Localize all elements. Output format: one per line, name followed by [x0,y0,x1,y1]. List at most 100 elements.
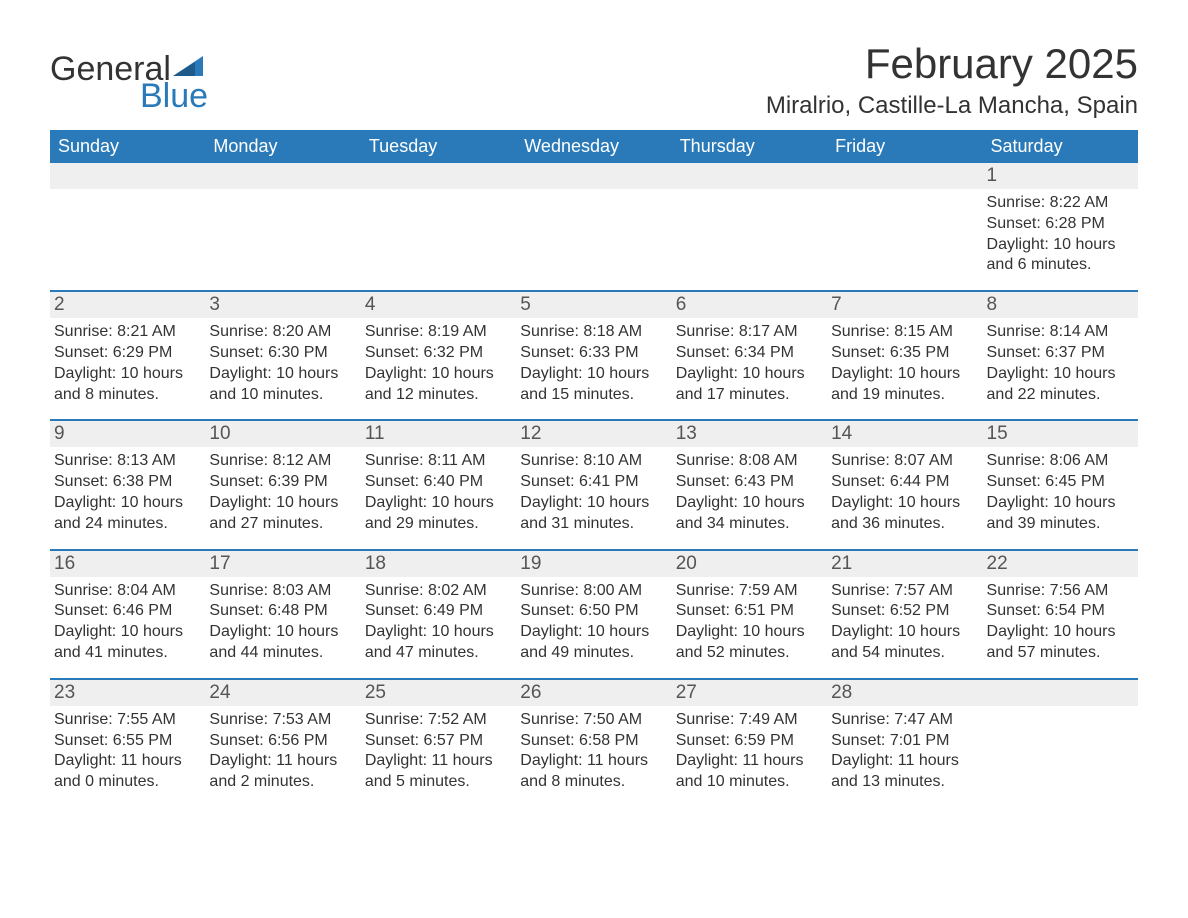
day-info-line: Sunset: 6:35 PM [831,343,974,364]
day-content-cell: Sunrise: 8:19 AMSunset: 6:32 PMDaylight:… [361,318,516,419]
day-content-cell: Sunrise: 8:04 AMSunset: 6:46 PMDaylight:… [50,577,205,678]
day-info-line: Sunset: 6:57 PM [365,731,508,752]
day-info-line: Sunrise: 8:08 AM [676,451,819,472]
day-info-line: Sunset: 6:39 PM [209,472,352,493]
day-info-line: Daylight: 10 hours and 34 minutes. [676,493,819,535]
day-info-line: Sunrise: 8:15 AM [831,322,974,343]
day-content-cell: Sunrise: 8:02 AMSunset: 6:49 PMDaylight:… [361,577,516,678]
day-header-row: SundayMondayTuesdayWednesdayThursdayFrid… [50,130,1138,163]
location: Miralrio, Castille-La Mancha, Spain [766,92,1138,120]
day-info-line: Sunset: 6:49 PM [365,601,508,622]
day-number-cell: 7 [827,292,982,318]
day-info-line: Sunrise: 8:21 AM [54,322,197,343]
day-info-line: Sunset: 6:29 PM [54,343,197,364]
day-info-line: Daylight: 11 hours and 2 minutes. [209,751,352,793]
day-info-line: Daylight: 10 hours and 10 minutes. [209,364,352,406]
day-info-line: Daylight: 10 hours and 41 minutes. [54,622,197,664]
calendar: SundayMondayTuesdayWednesdayThursdayFrid… [50,130,1138,807]
day-info-line: Sunrise: 8:20 AM [209,322,352,343]
day-number-cell: 16 [50,551,205,577]
day-header-cell: Wednesday [516,130,671,163]
day-info-line: Sunrise: 7:59 AM [676,581,819,602]
day-number-cell: 3 [205,292,360,318]
day-content-cell: Sunrise: 8:11 AMSunset: 6:40 PMDaylight:… [361,447,516,548]
day-number-row: 9101112131415 [50,419,1138,447]
day-info-line: Daylight: 10 hours and 22 minutes. [987,364,1130,406]
day-header-cell: Saturday [983,130,1138,163]
day-info-line: Daylight: 10 hours and 39 minutes. [987,493,1130,535]
day-number-cell: 12 [516,421,671,447]
day-info-line: Daylight: 11 hours and 10 minutes. [676,751,819,793]
day-content-cell: Sunrise: 7:59 AMSunset: 6:51 PMDaylight:… [672,577,827,678]
day-number-cell [361,163,516,189]
day-number-cell [672,163,827,189]
day-number-cell [50,163,205,189]
logo-text-blue: Blue [140,77,208,116]
day-content-cell: Sunrise: 8:18 AMSunset: 6:33 PMDaylight:… [516,318,671,419]
day-info-line: Daylight: 11 hours and 13 minutes. [831,751,974,793]
day-info-line: Sunrise: 8:22 AM [987,193,1130,214]
day-number-cell: 5 [516,292,671,318]
day-content-cell: Sunrise: 8:13 AMSunset: 6:38 PMDaylight:… [50,447,205,548]
day-content-cell [672,189,827,290]
day-info-line: Sunset: 6:28 PM [987,214,1130,235]
day-content-cell: Sunrise: 8:21 AMSunset: 6:29 PMDaylight:… [50,318,205,419]
day-number-row: 232425262728 [50,678,1138,706]
day-info-line: Daylight: 10 hours and 49 minutes. [520,622,663,664]
day-info-line: Sunset: 6:58 PM [520,731,663,752]
day-info-line: Sunrise: 8:04 AM [54,581,197,602]
day-number-cell: 24 [205,680,360,706]
day-info-line: Sunset: 6:32 PM [365,343,508,364]
day-content-cell: Sunrise: 8:22 AMSunset: 6:28 PMDaylight:… [983,189,1138,290]
day-header-cell: Monday [205,130,360,163]
day-number-cell: 26 [516,680,671,706]
flag-icon [173,56,203,76]
day-info-line: Sunset: 6:52 PM [831,601,974,622]
day-info-line: Sunset: 6:55 PM [54,731,197,752]
day-number-cell: 19 [516,551,671,577]
day-info-line: Sunset: 6:43 PM [676,472,819,493]
day-number-row: 1 [50,163,1138,189]
day-content-cell: Sunrise: 8:10 AMSunset: 6:41 PMDaylight:… [516,447,671,548]
day-info-line: Daylight: 10 hours and 54 minutes. [831,622,974,664]
day-info-line: Daylight: 10 hours and 27 minutes. [209,493,352,535]
day-info-line: Daylight: 10 hours and 6 minutes. [987,235,1130,277]
day-info-line: Sunrise: 8:11 AM [365,451,508,472]
day-number-cell: 28 [827,680,982,706]
day-number-cell: 22 [983,551,1138,577]
day-number-cell: 2 [50,292,205,318]
day-info-line: Daylight: 10 hours and 44 minutes. [209,622,352,664]
day-info-line: Sunrise: 8:06 AM [987,451,1130,472]
day-content-cell: Sunrise: 8:07 AMSunset: 6:44 PMDaylight:… [827,447,982,548]
day-info-line: Daylight: 10 hours and 19 minutes. [831,364,974,406]
day-number-cell: 27 [672,680,827,706]
day-content-cell: Sunrise: 7:47 AMSunset: 7:01 PMDaylight:… [827,706,982,807]
day-number-cell: 1 [983,163,1138,189]
day-number-cell: 20 [672,551,827,577]
day-content-cell [50,189,205,290]
day-info-line: Sunset: 6:44 PM [831,472,974,493]
day-info-line: Sunrise: 8:13 AM [54,451,197,472]
day-info-line: Sunset: 6:40 PM [365,472,508,493]
day-info-line: Daylight: 10 hours and 15 minutes. [520,364,663,406]
day-info-line: Sunrise: 8:14 AM [987,322,1130,343]
day-info-line: Sunset: 6:34 PM [676,343,819,364]
day-header-cell: Sunday [50,130,205,163]
day-content-cell [516,189,671,290]
day-number-cell: 25 [361,680,516,706]
day-info-line: Sunrise: 8:17 AM [676,322,819,343]
day-info-line: Sunset: 6:30 PM [209,343,352,364]
day-info-line: Sunset: 7:01 PM [831,731,974,752]
day-info-line: Sunrise: 8:19 AM [365,322,508,343]
logo: General Blue [50,50,208,116]
day-content-cell [205,189,360,290]
day-number-cell: 23 [50,680,205,706]
day-info-line: Daylight: 10 hours and 52 minutes. [676,622,819,664]
day-number-cell [983,680,1138,706]
day-number-cell: 15 [983,421,1138,447]
day-info-line: Sunset: 6:41 PM [520,472,663,493]
day-content-cell: Sunrise: 8:20 AMSunset: 6:30 PMDaylight:… [205,318,360,419]
day-content-cell: Sunrise: 8:03 AMSunset: 6:48 PMDaylight:… [205,577,360,678]
day-info-line: Sunset: 6:59 PM [676,731,819,752]
day-info-line: Sunrise: 7:55 AM [54,710,197,731]
